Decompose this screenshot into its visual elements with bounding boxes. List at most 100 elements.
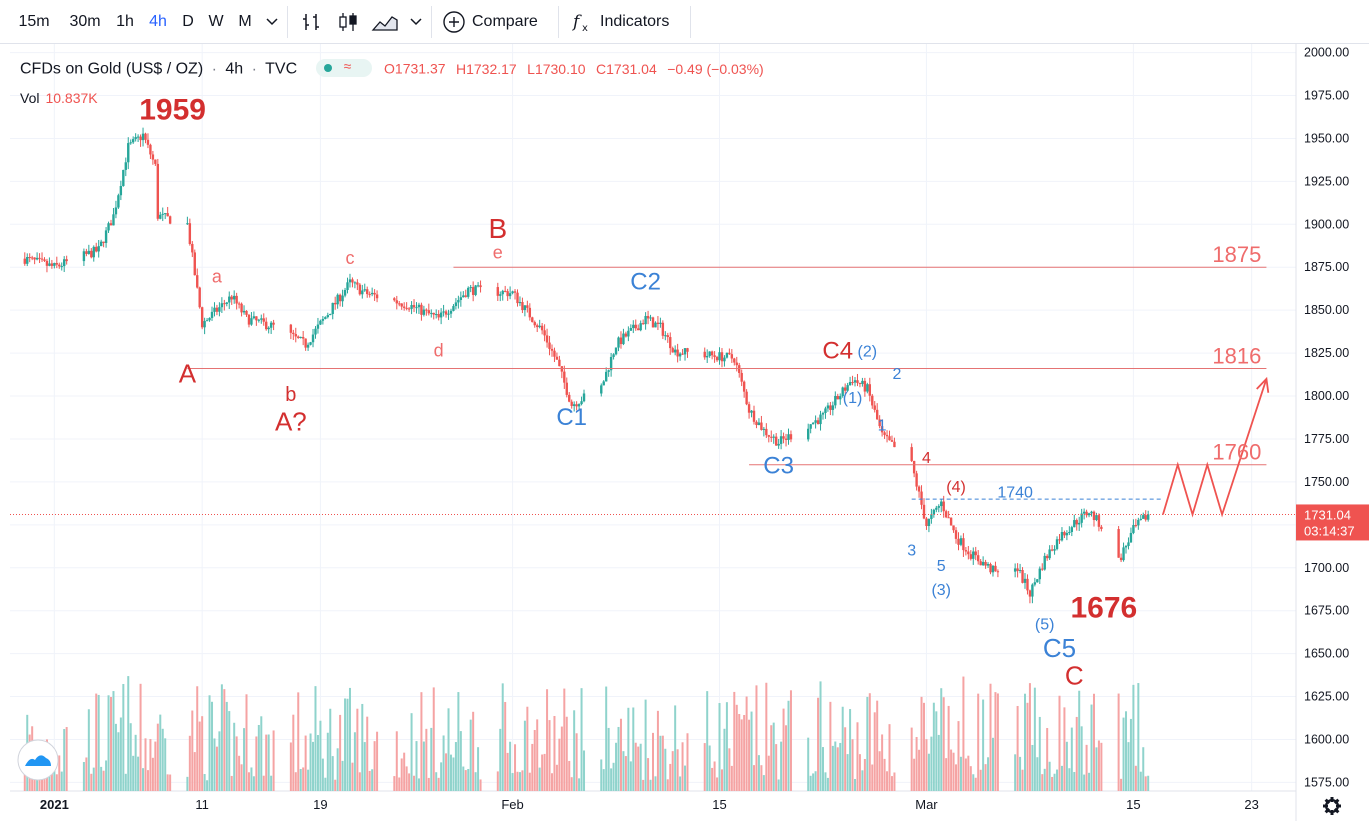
candle-body	[742, 381, 746, 392]
volume-bar	[1137, 683, 1140, 791]
timeframe-dropdown-chevron-icon[interactable]	[260, 0, 284, 44]
volume-label: Vol	[20, 90, 40, 106]
volume-bar	[425, 728, 428, 791]
timeframe-d[interactable]: D	[182, 13, 194, 30]
timeframe-1h[interactable]: 1h	[116, 13, 134, 30]
candle-body	[612, 354, 615, 357]
candle-body	[139, 136, 142, 141]
area-chart-type-icon[interactable]	[368, 0, 402, 44]
volume-bar	[922, 702, 925, 791]
volume-bar	[297, 692, 300, 791]
candle-body	[454, 302, 458, 307]
volume-bar	[868, 693, 871, 791]
volume-bar	[523, 720, 526, 791]
volume-bar	[134, 734, 137, 791]
candle-body	[910, 447, 913, 461]
volume-bar	[188, 735, 191, 791]
y-tick-label: 1950.00	[1304, 131, 1349, 145]
candle-body	[1018, 570, 1022, 572]
compare-button[interactable]: Compare	[472, 13, 538, 30]
timeframe-w[interactable]: W	[208, 13, 224, 30]
candle-body	[848, 382, 852, 386]
volume-bar	[548, 720, 551, 791]
candle-body	[705, 355, 709, 358]
candle-body	[851, 382, 854, 384]
candle-body	[940, 501, 943, 507]
volume-bar	[984, 764, 987, 791]
timeframe-15m[interactable]: 15m	[18, 13, 50, 30]
candle-body	[831, 405, 835, 410]
volume-bar	[97, 694, 100, 791]
candle-body	[304, 338, 307, 348]
candle-body	[733, 358, 736, 363]
candle-body	[131, 139, 135, 143]
volume-bar	[110, 697, 113, 791]
y-tick-label: 2000.00	[1304, 46, 1349, 60]
market-open-dot-icon	[323, 64, 332, 72]
settings-gear-icon[interactable]	[1323, 797, 1341, 815]
volume-bar	[292, 714, 295, 791]
volume-bar	[760, 765, 763, 791]
volume-bar	[1139, 771, 1142, 791]
wave-label: 1	[878, 417, 887, 434]
candle-body	[351, 279, 354, 283]
volume-bar	[787, 700, 790, 791]
candle-body	[777, 443, 780, 446]
volume-bar	[627, 707, 630, 791]
candle-body	[964, 550, 968, 552]
volume-bar	[230, 775, 233, 791]
volume-bar	[112, 691, 115, 791]
candle-body	[474, 285, 477, 295]
volume-bar	[516, 771, 519, 791]
volume-bar	[457, 692, 460, 791]
candle-body	[1134, 525, 1138, 527]
candle-body	[767, 435, 770, 437]
candle-body	[109, 223, 113, 226]
volume-bar	[413, 775, 416, 791]
volume-bar	[1021, 769, 1024, 791]
candle-body	[811, 422, 815, 425]
chart-type-dropdown-chevron-icon[interactable]	[404, 0, 428, 44]
candle-body	[856, 380, 859, 383]
candle-body	[375, 294, 379, 299]
candle-body	[346, 282, 349, 290]
candle-body	[122, 169, 125, 186]
volume-bar	[836, 747, 839, 791]
volume-bar	[686, 733, 689, 791]
volume-bar	[432, 687, 435, 791]
candle-body	[370, 292, 374, 295]
candle-body	[476, 285, 480, 287]
volume-bar	[294, 772, 297, 791]
timeframe-30m[interactable]: 30m	[69, 13, 101, 30]
candle-body	[235, 295, 238, 304]
indicators-button[interactable]: Indicators	[600, 13, 670, 30]
candle-body	[40, 258, 44, 260]
volume-bar	[1028, 683, 1031, 791]
candle-body	[269, 322, 273, 328]
volume-bar	[215, 746, 218, 791]
volume-bar	[514, 744, 517, 791]
candle-body	[604, 371, 608, 382]
candle-body	[373, 292, 376, 295]
candle-body	[503, 290, 507, 292]
volume-bar	[373, 741, 376, 791]
volume-bar	[844, 727, 847, 791]
candle-body	[1058, 539, 1061, 541]
candle-body	[164, 213, 167, 215]
compare-plus-icon[interactable]	[440, 0, 468, 44]
volume-bar	[137, 756, 140, 791]
bar-chart-type-icon[interactable]	[296, 0, 328, 44]
y-tick-label: 1625.00	[1304, 690, 1349, 704]
timeframe-m[interactable]: M	[238, 13, 252, 30]
volume-bar	[302, 767, 305, 791]
candles-chart-type-icon[interactable]	[332, 0, 364, 44]
candle-body	[53, 263, 56, 266]
candle-body	[671, 348, 674, 353]
candle-body	[228, 296, 231, 303]
candle-body	[136, 136, 140, 138]
wave-label: 4	[922, 450, 931, 467]
y-tick-label: 1750.00	[1304, 475, 1349, 489]
timeframe-4h[interactable]: 4h	[149, 13, 167, 30]
